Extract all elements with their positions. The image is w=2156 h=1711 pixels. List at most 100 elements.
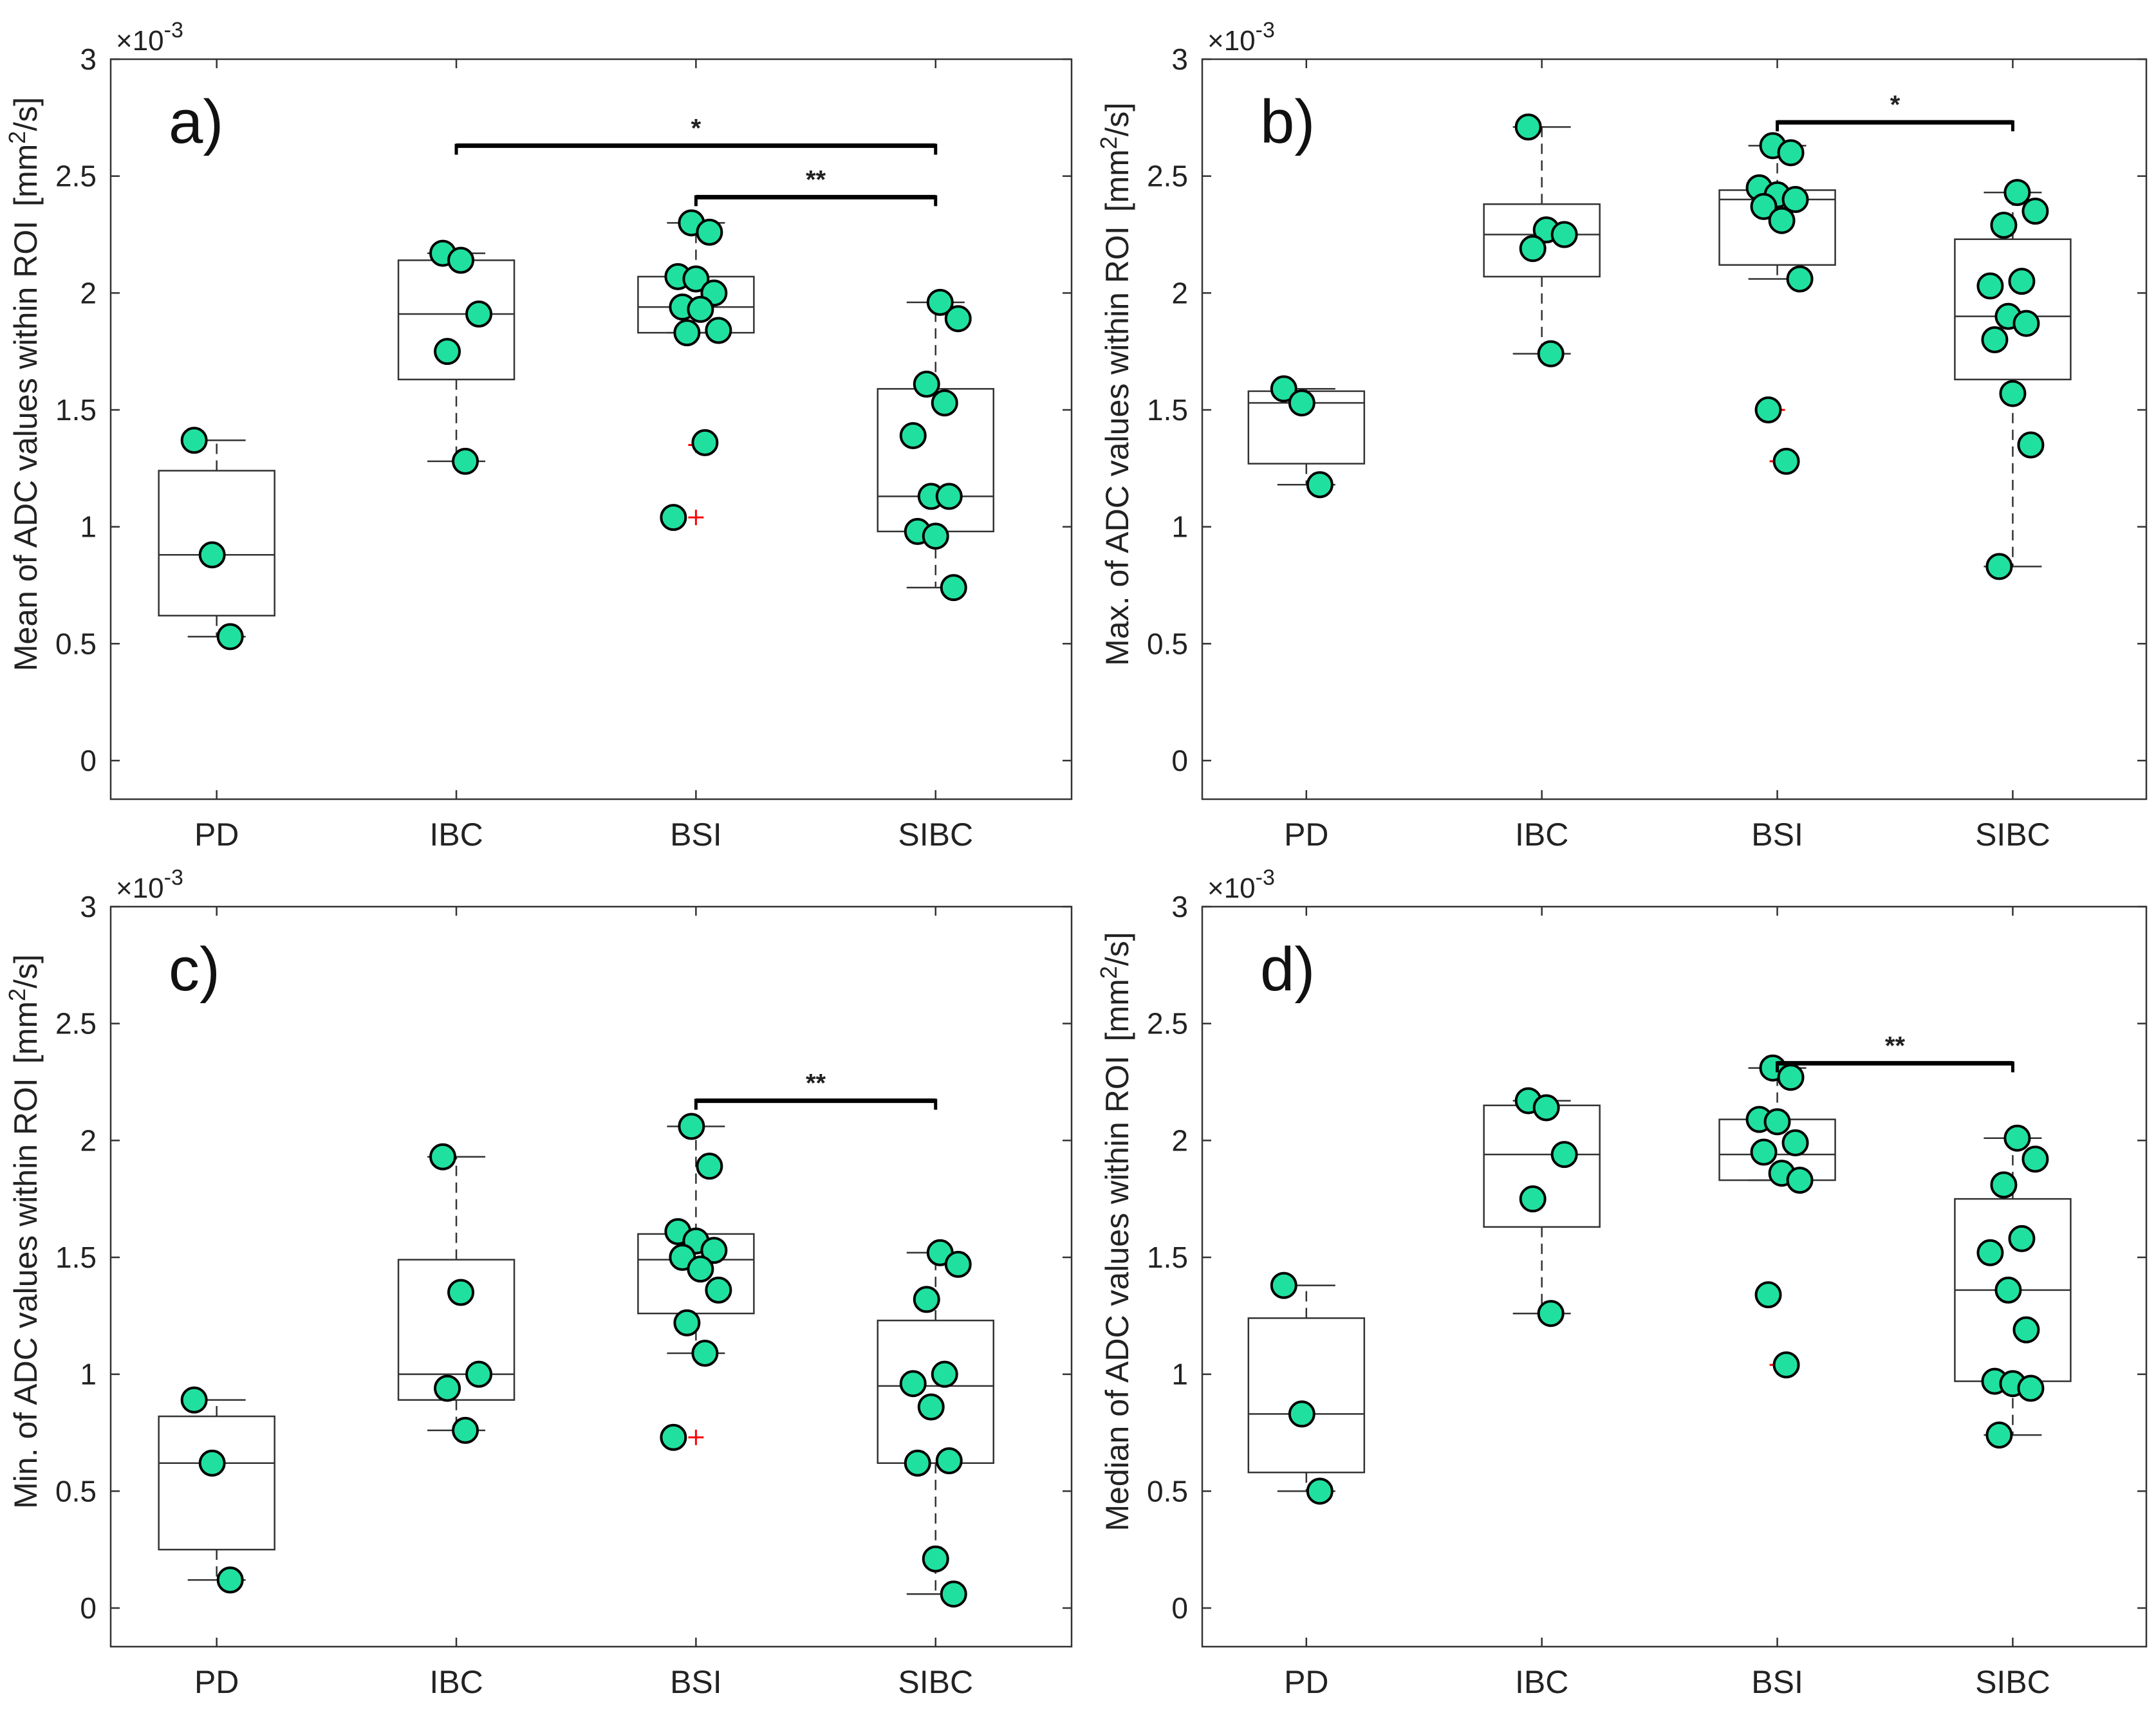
exponent-base: ×10 bbox=[116, 25, 164, 57]
x-category-label: PD bbox=[194, 1664, 239, 1700]
data-point bbox=[944, 1250, 972, 1278]
data-point bbox=[1270, 375, 1297, 403]
box-group-bsi bbox=[637, 209, 755, 532]
data-point bbox=[1270, 1272, 1297, 1299]
exponent-base: ×10 bbox=[1207, 873, 1256, 904]
data-point bbox=[899, 421, 927, 449]
data-point bbox=[2003, 179, 2031, 207]
y-tick-label: 1 bbox=[1171, 510, 1188, 544]
data-point bbox=[705, 317, 732, 344]
data-point bbox=[1786, 1167, 1814, 1194]
y-tick-label: 2.5 bbox=[55, 160, 97, 193]
y-axis-unit-sup: 2 bbox=[4, 988, 30, 1001]
box-group-pd bbox=[158, 1386, 275, 1594]
x-category-label: BSI bbox=[1751, 1664, 1803, 1700]
significance-label: ** bbox=[806, 165, 826, 194]
data-point bbox=[917, 1393, 945, 1421]
significance-bracket: ** bbox=[694, 165, 938, 207]
significance-label: * bbox=[1890, 91, 1900, 119]
data-point bbox=[1550, 1141, 1578, 1169]
data-point bbox=[940, 574, 967, 602]
y-tick-label: 3 bbox=[1171, 42, 1188, 76]
significance-bracket: * bbox=[1776, 91, 2014, 132]
data-point bbox=[1750, 192, 1778, 220]
x-category-label: IBC bbox=[1515, 1664, 1568, 1700]
exponent-power: -3 bbox=[1256, 18, 1275, 42]
y-tick-label: 3 bbox=[1171, 890, 1188, 923]
chart-panel-a: 0 0.5 1 1.5 2 2.5 3 ×10-3 Mean of ADC values wit… bbox=[4, 18, 1073, 853]
box-iqr bbox=[1954, 238, 2072, 381]
data-point bbox=[696, 1152, 723, 1180]
data-point bbox=[465, 1360, 493, 1388]
data-point bbox=[922, 523, 949, 550]
y-axis-title: Median of ADC values within ROI bbox=[1099, 1055, 1135, 1531]
exponent-power: -3 bbox=[1256, 865, 1275, 890]
y-axis-title: Min. of ADC values within ROI bbox=[8, 1078, 44, 1509]
data-point bbox=[935, 1447, 963, 1475]
box-group-ibc bbox=[397, 239, 516, 475]
box-group-pd bbox=[1247, 1272, 1366, 1505]
data-point bbox=[2021, 1145, 2049, 1173]
data-point bbox=[1537, 340, 1565, 367]
x-category-label: BSI bbox=[1751, 817, 1803, 853]
y-tick-label: 2.5 bbox=[55, 1007, 97, 1040]
y-tick-label: 2.5 bbox=[1147, 1007, 1188, 1040]
data-point bbox=[2008, 268, 2036, 295]
y-axis-title: Max. of ADC values within ROI bbox=[1099, 226, 1135, 666]
box-group-sibc bbox=[877, 1239, 994, 1608]
exponent-base: ×10 bbox=[116, 873, 164, 904]
outlier-marker bbox=[688, 1429, 704, 1445]
data-point bbox=[1781, 186, 1809, 213]
data-point bbox=[429, 1143, 457, 1170]
significance-bracket: * bbox=[454, 114, 938, 155]
axes-frame bbox=[1201, 905, 2148, 1648]
y-tick-label: 1 bbox=[80, 1358, 97, 1391]
y-tick-label: 0 bbox=[1171, 1591, 1188, 1625]
y-tick-label: 2.5 bbox=[1147, 160, 1188, 193]
data-point bbox=[1999, 380, 2027, 407]
box-group-bsi bbox=[1718, 132, 1836, 475]
data-point bbox=[1772, 447, 1800, 475]
y-axis-unit-suffix: /s] bbox=[1099, 932, 1135, 966]
data-point bbox=[216, 623, 244, 651]
data-point bbox=[447, 1279, 475, 1306]
data-point bbox=[447, 246, 475, 274]
data-point bbox=[931, 389, 958, 417]
y-tick-label: 1.5 bbox=[1147, 393, 1188, 427]
data-point bbox=[1990, 211, 2018, 239]
box-group-sibc bbox=[877, 288, 994, 602]
data-point bbox=[452, 1416, 479, 1444]
y-axis-unit-sup: 2 bbox=[1095, 966, 1122, 979]
data-point bbox=[1985, 1421, 2013, 1449]
data-point bbox=[1981, 326, 2009, 353]
exponent-power: -3 bbox=[164, 865, 183, 890]
y-tick-label: 1.5 bbox=[55, 1241, 97, 1274]
significance-bracket: ** bbox=[1776, 1031, 2014, 1073]
x-category-label: IBC bbox=[429, 1664, 483, 1700]
data-point bbox=[673, 1309, 701, 1336]
data-point bbox=[696, 218, 723, 246]
data-point bbox=[180, 427, 208, 454]
y-tick-label: 3 bbox=[80, 890, 97, 923]
data-point bbox=[1990, 1171, 2018, 1199]
data-point bbox=[940, 1580, 967, 1608]
data-point bbox=[691, 429, 719, 456]
data-point bbox=[452, 447, 479, 475]
y-tick-label: 0 bbox=[80, 1591, 97, 1625]
data-point bbox=[944, 305, 972, 333]
box-group-sibc bbox=[1954, 1124, 2072, 1449]
data-point bbox=[1754, 396, 1782, 423]
x-category-label: SIBC bbox=[898, 817, 973, 853]
y-axis-unit-suffix: /s] bbox=[8, 97, 44, 131]
data-point bbox=[922, 1545, 949, 1573]
data-point bbox=[1768, 207, 1796, 234]
chart-panel-c: 0 0.5 1 1.5 2 2.5 3 ×10-3 Min. of ADC values wit… bbox=[4, 865, 1073, 1700]
data-point bbox=[1519, 1185, 1547, 1213]
data-point bbox=[700, 1237, 728, 1264]
data-point bbox=[1306, 471, 1334, 499]
panel-letter: a) bbox=[169, 88, 223, 156]
data-point bbox=[926, 288, 954, 316]
data-point bbox=[2003, 1124, 2031, 1152]
data-point bbox=[180, 1386, 208, 1414]
